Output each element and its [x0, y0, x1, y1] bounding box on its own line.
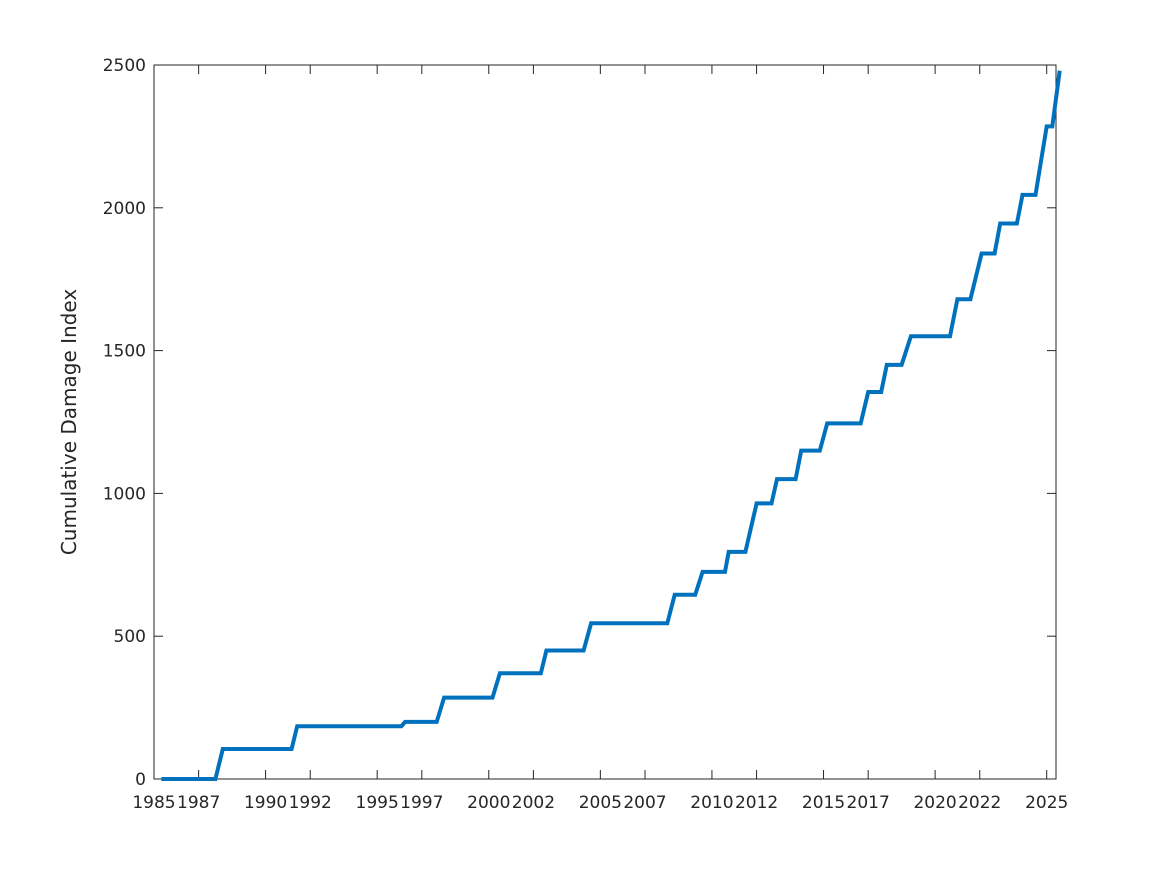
x-tick-label: 1987: [177, 793, 220, 813]
x-tick-label: 1997: [400, 793, 443, 813]
y-axis-label: Cumulative Damage Index: [57, 289, 81, 555]
x-tick-label: 2025: [1025, 793, 1068, 813]
x-tick-label: 2007: [623, 793, 666, 813]
x-tick-label: 2022: [958, 793, 1001, 813]
y-tick-label: 2000: [103, 199, 146, 219]
x-tick-label: 2017: [847, 793, 890, 813]
x-tick-label: 2020: [913, 793, 956, 813]
x-tick-label: 1992: [289, 793, 332, 813]
x-tick-label: 2015: [802, 793, 845, 813]
y-tick-label: 500: [114, 627, 146, 647]
x-axis: 1985 1987 1990 1992 1995 1997 2000 2002 2005 2007…: [132, 65, 1068, 813]
plot-area: [153, 64, 1057, 780]
y-tick-label: 0: [135, 770, 146, 790]
x-tick-label: 1995: [356, 793, 399, 813]
x-tick-label: 2002: [512, 793, 555, 813]
x-tick-label: 1990: [244, 793, 287, 813]
x-tick-label: 2005: [579, 793, 622, 813]
series-line: [161, 70, 1062, 781]
x-tick-label: 2010: [690, 793, 733, 813]
x-tick-label: 2000: [467, 793, 510, 813]
y-tick-label: 1000: [103, 484, 146, 504]
y-tick-label: 2500: [103, 56, 146, 76]
x-tick-label: 2012: [735, 793, 778, 813]
x-tick-label: 1985: [132, 793, 175, 813]
y-axis: 0 500 1000 1500 2000 2500: [103, 56, 1056, 790]
y-tick-label: 1500: [103, 342, 146, 362]
